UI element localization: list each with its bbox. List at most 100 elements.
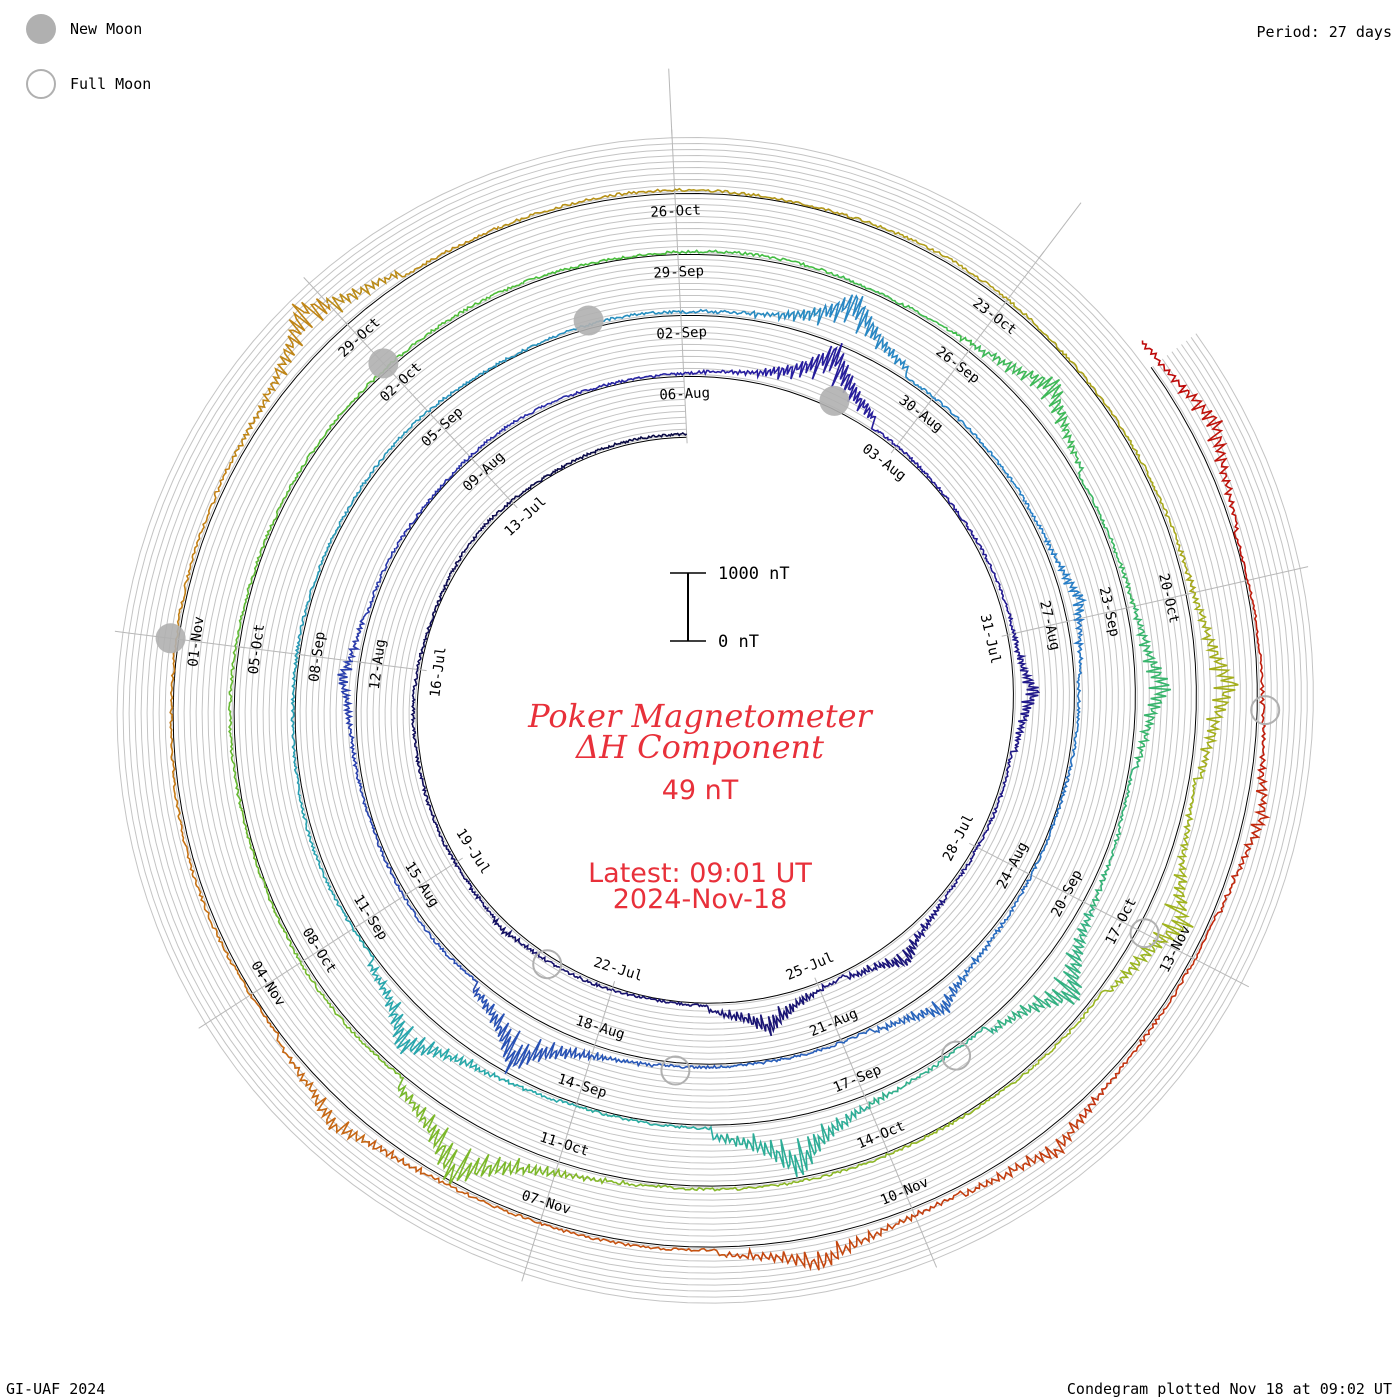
date-label: 04-Nov (247, 958, 288, 1009)
date-spoke (671, 129, 676, 200)
trace-segment (386, 281, 523, 368)
date-spoke (1077, 898, 1141, 932)
trace-segment (569, 371, 685, 397)
date-label: 28-Jul (940, 812, 977, 864)
trace-segment (427, 338, 547, 413)
date-label: 13-Jul (502, 494, 550, 540)
trace-segment (896, 444, 972, 531)
trace-segment (591, 1052, 719, 1070)
date-spoke (1023, 870, 1087, 904)
trace-segment (499, 188, 675, 229)
grid-line (152, 172, 1278, 1268)
period-label: Period: 27 days (1256, 23, 1392, 41)
trace-segment (1132, 605, 1172, 762)
plotted-timestamp: Condegram plotted Nov 18 at 09:02 UT (1066, 1380, 1392, 1398)
trace-segment (250, 994, 369, 1144)
full-moon-marker (941, 1040, 972, 1071)
trace-segment (432, 1048, 577, 1107)
latest-time: Latest: 09:01 UT (588, 858, 812, 889)
date-spoke (964, 299, 1008, 357)
trace-segment (169, 638, 183, 824)
new-moon-icon (26, 14, 56, 44)
date-spoke (1180, 579, 1249, 597)
trace-segment (448, 500, 512, 577)
trace-segment (593, 431, 688, 454)
date-label: 01-Nov (185, 616, 207, 668)
chart-subtitle: ΔH Component (575, 728, 825, 766)
date-label: 26-Oct (650, 202, 701, 220)
trace-segment (680, 307, 822, 324)
date-spoke (674, 190, 679, 261)
trace-segment (1022, 496, 1088, 621)
baseline-spiral (172, 192, 1258, 1248)
trace-segment (395, 455, 470, 550)
date-spoke (1131, 926, 1195, 960)
trace-segment (1152, 767, 1207, 943)
trace-segment (340, 410, 428, 522)
date-spoke (683, 373, 688, 444)
trace-segment (179, 822, 251, 996)
new-moon-marker (155, 623, 186, 654)
full-moon-marker (660, 1055, 691, 1086)
trace-segment (454, 862, 521, 944)
trace-segment (294, 520, 342, 655)
full-moon-icon (26, 69, 56, 99)
new-moon-marker (819, 385, 850, 416)
trace-segment (519, 942, 613, 992)
date-spoke (175, 638, 246, 649)
date-spoke (1038, 202, 1082, 260)
trace-segment (234, 492, 288, 647)
date-spoke (908, 1202, 938, 1268)
trace-segment (956, 874, 1033, 986)
trace-segment (337, 660, 361, 784)
trace-segment (868, 1025, 999, 1109)
trace-segment (674, 187, 851, 219)
trace-segment (299, 962, 408, 1099)
trace-segment (832, 273, 975, 346)
date-spoke (1120, 593, 1190, 610)
trace-segment (611, 988, 716, 1015)
trace-segment (477, 994, 593, 1075)
date-spoke (300, 923, 361, 963)
new-moon-marker (368, 348, 399, 379)
date-label: 14-Sep (556, 1071, 609, 1101)
date-spoke (557, 1097, 580, 1166)
credit-label: GI-UAF 2024 (6, 1380, 106, 1398)
current-value: 49 nT (661, 775, 739, 806)
trace-segment (347, 547, 396, 662)
trace-segment (510, 451, 594, 502)
trace-segment (932, 397, 1025, 497)
date-spoke (352, 890, 412, 930)
trace-segment (175, 463, 232, 640)
moon-phase-markers (155, 305, 1281, 1086)
date-spoke (1061, 606, 1130, 624)
trace-segment (298, 795, 354, 930)
spiral-grid (116, 136, 1314, 1304)
trace-segment (1071, 618, 1086, 753)
trace-segment (1034, 939, 1163, 1067)
date-label: 05-Oct (246, 623, 268, 675)
date-spoke (469, 455, 518, 509)
grid-line (134, 154, 1296, 1286)
legend-new-moon-label: New Moon (70, 20, 143, 38)
full-moon-marker (1250, 695, 1281, 726)
trace-segment (367, 1139, 540, 1224)
spiral-baselines (172, 192, 1258, 1248)
trace-segment (841, 981, 962, 1044)
date-spoke (837, 1033, 867, 1099)
date-spoke (198, 989, 258, 1029)
date-label: 06-Aug (659, 385, 710, 403)
magnetometer-traces (169, 187, 1271, 1272)
trace-segment (714, 989, 821, 1037)
trace-segment (546, 309, 682, 341)
trace-segment (726, 1213, 916, 1272)
date-label: 31-Jul (977, 613, 1004, 666)
full-moon-marker (532, 949, 563, 980)
trace-segment (290, 653, 302, 797)
trace-segment (1185, 389, 1249, 581)
trace-segment (522, 250, 678, 285)
date-label: 18-Aug (574, 1013, 627, 1043)
trace-segment (720, 1104, 871, 1178)
grid-line (116, 136, 1314, 1304)
trace-segment (1123, 431, 1197, 594)
